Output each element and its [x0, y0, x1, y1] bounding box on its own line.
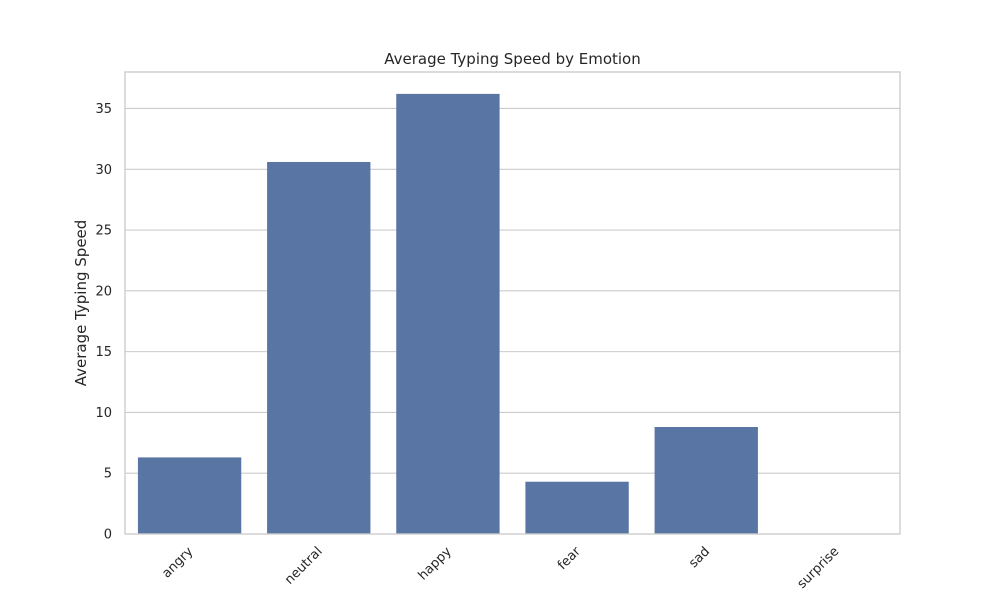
- x-tick-label: surprise: [795, 544, 843, 592]
- y-tick-label: 20: [95, 284, 112, 299]
- y-tick-label: 5: [104, 467, 112, 482]
- x-tick-label: angry: [159, 544, 196, 581]
- x-tick-label: fear: [555, 544, 584, 573]
- y-tick-label: 15: [95, 345, 112, 360]
- y-axis-ticks: 0 5 10 15 20 25 30 35: [95, 102, 112, 543]
- bar-angry: [137, 457, 242, 534]
- bar-sad: [654, 427, 758, 534]
- chart-title: Average Typing Speed by Emotion: [384, 50, 641, 68]
- y-tick-label: 30: [95, 163, 112, 178]
- x-tick-label: sad: [686, 544, 713, 571]
- y-tick-label: 0: [104, 528, 112, 543]
- bar-happy: [396, 93, 500, 534]
- x-tick-label: neutral: [282, 544, 325, 587]
- y-gridlines: [125, 107, 900, 535]
- x-axis-ticks: angry neutral happy fear sad surprise: [159, 544, 842, 592]
- bar-series: [137, 93, 758, 534]
- x-tick-label: happy: [416, 544, 455, 583]
- y-tick-label: 25: [95, 224, 112, 239]
- y-tick-label: 10: [95, 406, 112, 421]
- y-axis-label: Average Typing Speed: [72, 220, 90, 387]
- y-tick-label: 35: [95, 102, 112, 117]
- bar-neutral: [267, 161, 371, 534]
- bar-fear: [525, 481, 629, 534]
- plot-frame: [124, 71, 901, 535]
